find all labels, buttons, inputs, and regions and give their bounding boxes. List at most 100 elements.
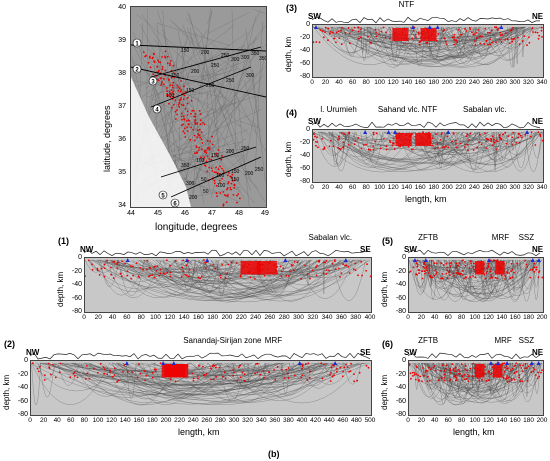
ray-path [110,259,125,276]
earthquake-dot [538,34,540,37]
profile-id: (1) [58,236,69,246]
earthquake-dot [331,262,334,265]
earthquake-cluster [420,28,437,41]
earthquake-dot [233,371,235,374]
profile-xtick: 320 [242,417,254,424]
map-earthquake-dot [159,77,162,80]
map-plot: 1234561502002503003501502002503003501001… [130,6,267,208]
map-profile-marker [132,64,142,74]
ray-path [368,26,419,68]
ray-path [512,259,516,293]
earthquake-dot [215,376,218,378]
earthquake-dot [263,376,265,379]
earthquake-dot [415,378,417,381]
earthquake-dot [385,31,387,34]
ray-path [511,259,533,270]
profile-ytick: -40 [17,384,28,391]
earthquake-dot [534,144,537,146]
earthquake-dot [532,367,535,369]
earthquake-dot [494,276,497,279]
map-ray-line [163,84,213,154]
ray-path [325,26,522,58]
ray-path [52,362,308,397]
earthquake-dot [307,273,309,275]
map-earthquake-dot [193,139,196,142]
profile-xtick: 380 [282,417,294,424]
earthquake-dot [496,277,499,280]
map-earthquake-dot [217,149,220,152]
earthquake-dot [517,36,519,39]
map-earthquake-dot [231,173,234,176]
station-triangle [205,258,210,262]
earthquake-dot [409,363,411,365]
earthquake-dot [484,132,486,135]
profile-annotation: NTF [398,0,415,9]
earthquake-dot [87,259,90,262]
earthquake-dot [282,267,285,270]
earthquake-dot [487,265,490,268]
earthquake-dot [448,274,451,276]
earthquake-dot [478,141,481,144]
earthquake-dot [534,374,537,376]
ray-path [442,362,477,377]
earthquake-dot [454,39,457,41]
map-earthquake-dot [197,149,200,151]
earthquake-dot [328,145,331,148]
earthquake-dot [529,276,532,279]
earthquake-dot [200,275,203,277]
earthquake-dot [533,262,536,265]
earthquake-dot [192,379,195,382]
earthquake-dot [393,143,395,145]
map-earthquake-dot [219,192,222,194]
map-earthquake-dot [204,150,206,153]
map-ray-line [252,118,257,136]
earthquake-dot [486,267,489,270]
earthquake-dot [524,259,526,262]
earthquake-dot [475,37,478,39]
map-earthquake-dot [182,130,185,133]
ray-path [227,362,266,390]
ray-paths-svg [313,130,543,173]
earthquake-dot [471,31,473,34]
map-profile-line [150,66,252,108]
earthquake-dot [454,139,457,142]
earthquake-dot [103,267,106,269]
profile-xtick: 100 [374,79,386,86]
earthquake-dot [340,43,343,46]
profile-xtick: 40 [431,314,439,321]
profile-ytick: -60 [71,294,82,302]
station-triangle [343,258,348,262]
earthquake-dot [469,28,472,31]
earthquake-dot [123,364,126,366]
ray-path [205,259,369,296]
map-contour-label: 300 [241,55,250,61]
map-earthquake-dot [216,195,218,198]
earthquake-dot [451,36,454,39]
earthquake-dot [540,29,543,32]
profile-xtick: 20 [39,417,48,424]
station-triangle [530,258,535,262]
station-triangle [314,25,318,29]
earthquake-dot [210,367,212,370]
earthquake-dot [304,363,307,365]
earthquake-dot [499,31,501,34]
map-earthquake-dot [230,188,232,191]
earthquake-dot [472,275,474,277]
map-earthquake-dot [215,171,217,174]
map-earthquake-dot [169,84,171,87]
ray-path [32,362,121,392]
earthquake-dot [223,371,226,374]
earthquake-dot [454,366,457,369]
profile-plot [408,257,544,313]
earthquake-dot [423,262,425,264]
earthquake-dot [460,33,462,36]
map-earthquake-dot [216,155,219,157]
ray-path [136,259,235,290]
earthquake-dot [131,371,133,373]
earthquake-dot [315,266,317,268]
earthquake-dot [354,262,357,265]
earthquake-dot [436,143,439,146]
earthquake-dot [411,133,414,135]
earthquake-dot [409,372,412,375]
earthquake-dot [466,133,469,136]
